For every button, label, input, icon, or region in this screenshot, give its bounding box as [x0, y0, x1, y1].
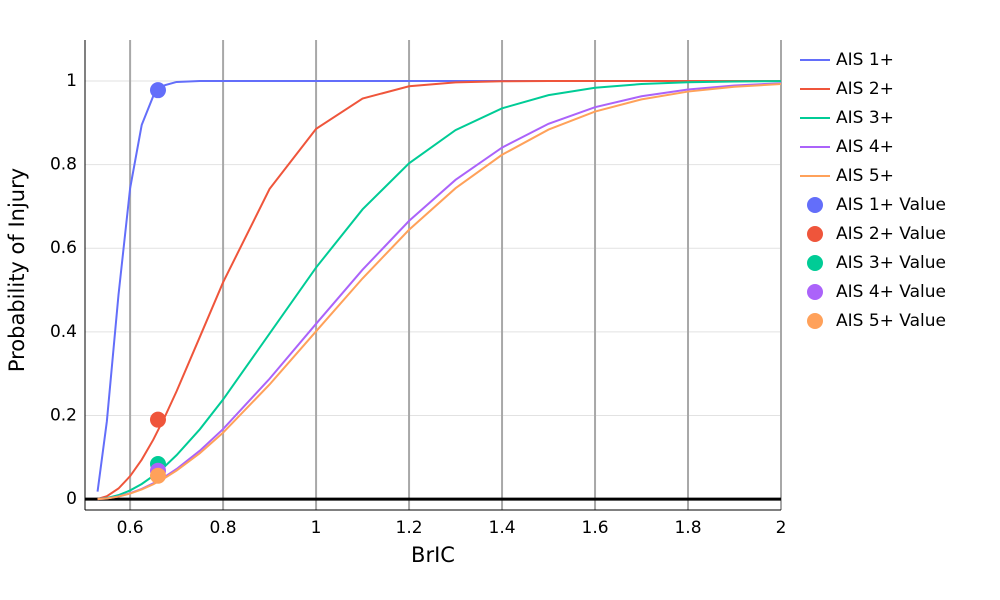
legend-label: AIS 2+ Value: [836, 224, 946, 244]
marker: [149, 411, 166, 428]
x-axis-title: BrIC: [411, 543, 455, 567]
x-tick-label: 0.8: [210, 518, 237, 538]
y-tick-label: 0.2: [50, 405, 77, 425]
legend-label: AIS 3+ Value: [836, 253, 946, 273]
x-tick-label: 1.2: [396, 518, 423, 538]
legend-label: AIS 5+: [836, 166, 894, 186]
y-tick-label: 0.4: [50, 322, 77, 342]
x-tick-label: 2: [776, 518, 787, 538]
legend-swatch: [807, 226, 823, 242]
x-tick-label: 1.8: [674, 518, 701, 538]
line-series: [97, 83, 782, 501]
legend-label: AIS 5+ Value: [836, 311, 946, 331]
legend-swatch: [807, 255, 823, 271]
marker: [149, 82, 166, 99]
x-tick-label: 0.6: [117, 518, 144, 538]
y-tick-label: 0.6: [50, 238, 77, 258]
x-tick-label: 1.6: [582, 518, 609, 538]
legend-label: AIS 4+: [836, 137, 894, 157]
legend-label: AIS 2+: [836, 79, 894, 99]
line-series: [97, 80, 782, 501]
x-tick-label: 1: [311, 518, 322, 538]
x-tick-label: 1.4: [489, 518, 516, 538]
y-tick-label: 1: [66, 71, 77, 91]
marker: [149, 467, 166, 484]
legend-label: AIS 4+ Value: [836, 282, 946, 302]
y-tick-label: 0.8: [50, 155, 77, 175]
legend-swatch: [807, 313, 823, 329]
legend-swatch: [807, 284, 823, 300]
line-series: [97, 79, 781, 500]
legend-label: AIS 1+: [836, 50, 894, 70]
y-tick-label: 0: [66, 489, 77, 509]
legend-label: AIS 1+ Value: [836, 195, 946, 215]
line-series: [97, 82, 782, 501]
y-axis-title: Probability of Injury: [5, 168, 29, 372]
legend-label: AIS 3+: [836, 108, 894, 128]
legend-swatch: [807, 197, 823, 213]
